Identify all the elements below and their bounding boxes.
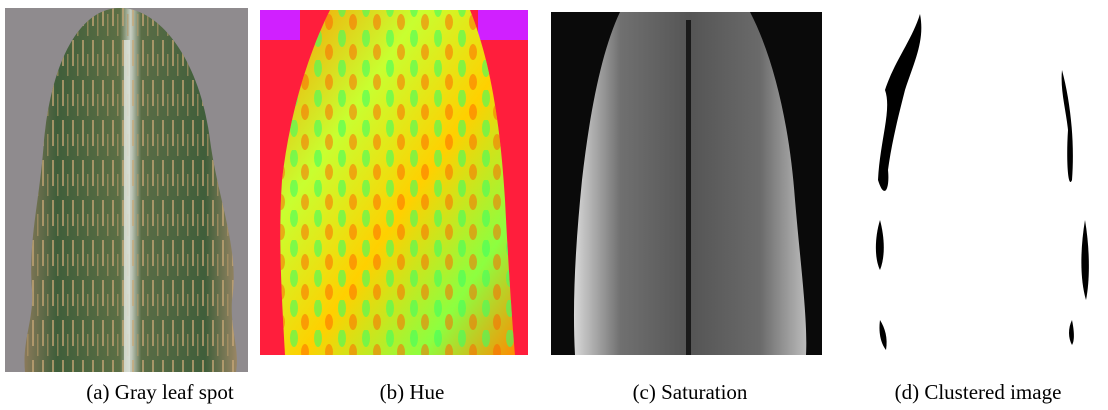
figure: (a) Gray leaf spot (b) Hue (c) Saturatio… <box>0 0 1108 410</box>
panel-saturation <box>551 12 822 355</box>
caption: (a) Gray leaf spot <box>86 380 234 404</box>
caption: (b) Hue <box>380 380 445 404</box>
caption: (d) Clustered image <box>895 380 1062 404</box>
panel-leaf-photo <box>5 8 248 372</box>
panel-hue <box>260 10 528 355</box>
panel-clustered <box>855 8 1105 372</box>
caption: (c) Saturation <box>633 380 748 404</box>
